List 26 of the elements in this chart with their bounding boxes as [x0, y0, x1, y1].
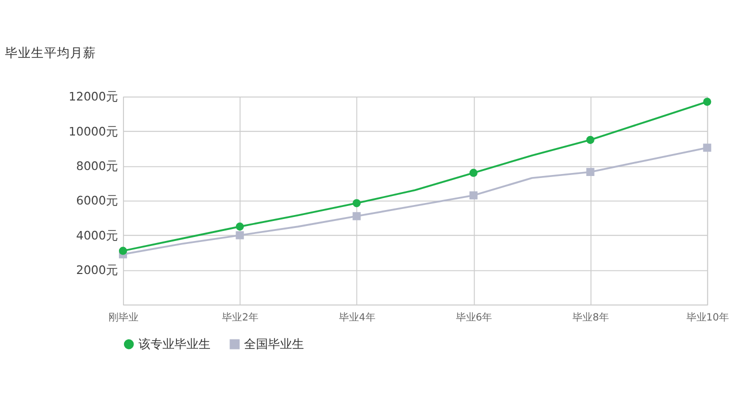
point	[118, 246, 128, 255]
y-tick-label: 2000元	[76, 262, 118, 277]
x-tick-label: 毕业8年	[572, 311, 609, 324]
y-tick-label: 12000元	[68, 90, 118, 104]
point	[586, 168, 594, 176]
legend-label: 全国毕业生	[244, 336, 304, 351]
point	[586, 136, 594, 144]
point	[352, 212, 361, 220]
y-tick-label: 10000元	[68, 124, 118, 138]
x-tick-label: 刚毕业	[108, 311, 138, 324]
point	[703, 98, 712, 106]
point	[703, 144, 712, 152]
y-tick-label: 8000元	[76, 158, 118, 173]
point	[236, 231, 244, 240]
chart-title: 毕业生平均月薪	[5, 44, 96, 60]
legend-label: 该专业毕业生	[138, 336, 210, 351]
y-tick-label: 6000元	[76, 194, 118, 208]
point	[236, 222, 244, 231]
point	[469, 191, 478, 200]
x-tick-label: 毕业10年	[686, 311, 729, 324]
x-tick-label: 毕业6年	[456, 311, 492, 324]
x-tick-label: 毕业4年	[338, 311, 376, 324]
point	[469, 168, 478, 177]
x-tick-label: 毕业2年	[222, 311, 258, 324]
point	[352, 199, 361, 208]
y-tick-label: 4000元	[76, 228, 118, 242]
